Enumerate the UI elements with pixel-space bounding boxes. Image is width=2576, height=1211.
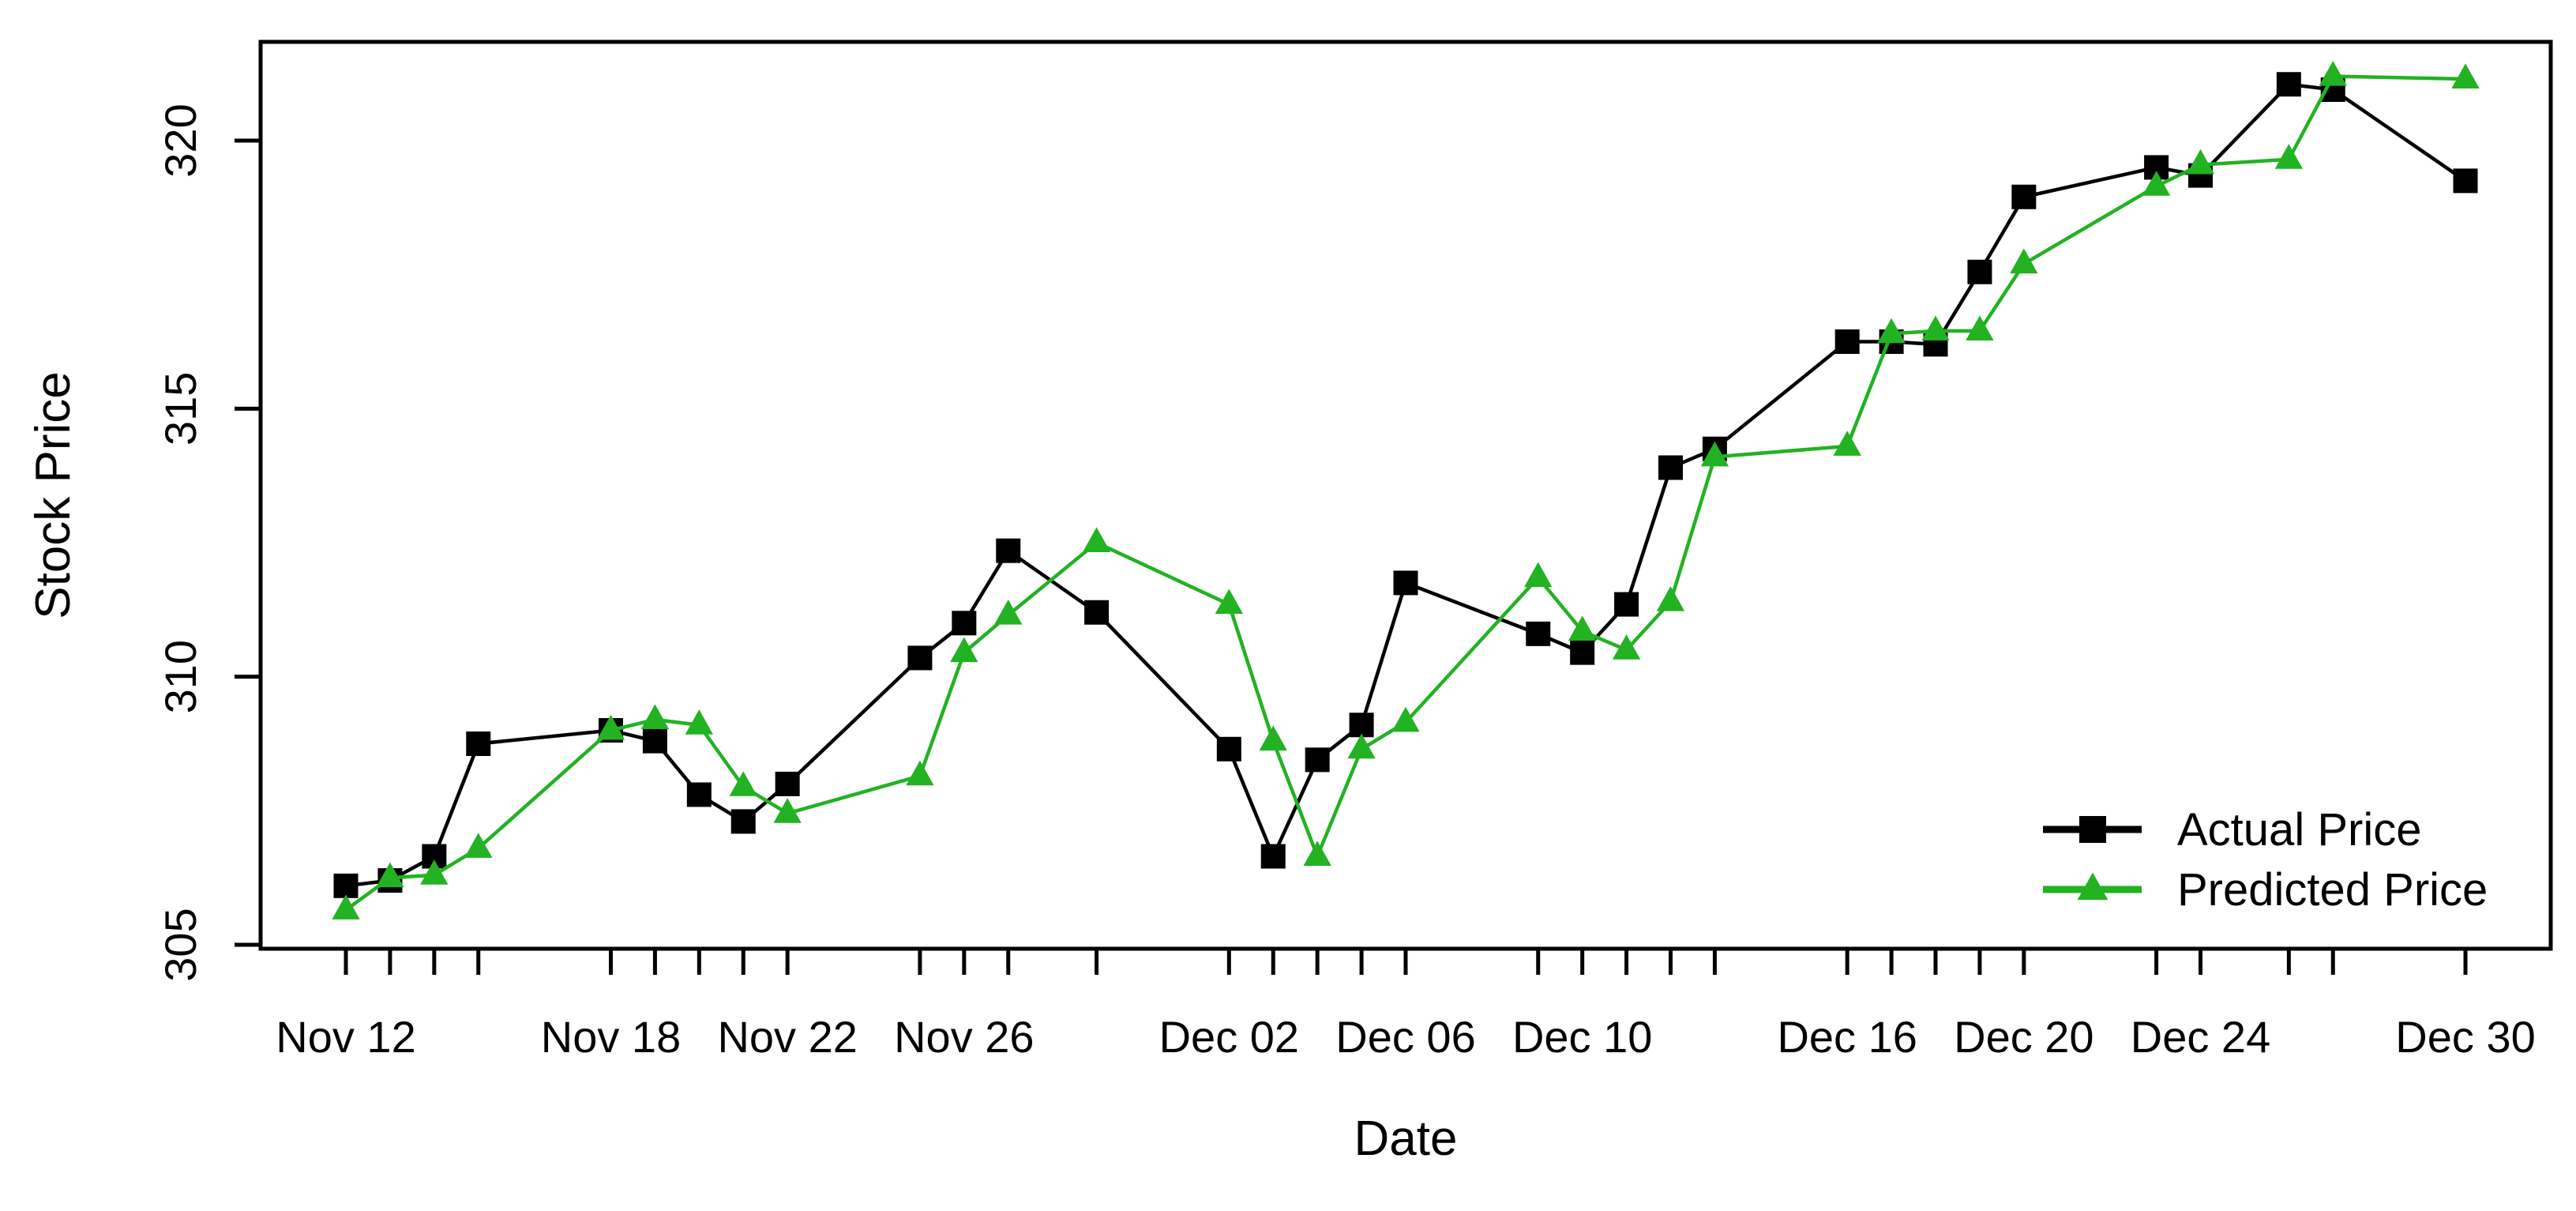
data-point-triangle <box>1877 318 1906 344</box>
legend-label: Predicted Price <box>2177 864 2488 916</box>
data-point-square <box>1349 713 1374 738</box>
data-point-square <box>1570 640 1595 665</box>
x-tick-label: Dec 20 <box>1954 1012 2093 1062</box>
legend-label: Actual Price <box>2177 804 2421 856</box>
x-tick-label: Nov 18 <box>541 1012 681 1062</box>
data-point-triangle <box>2319 60 2347 86</box>
data-point-triangle <box>1391 706 1420 732</box>
data-point-square <box>2011 184 2037 209</box>
y-axis-title: Stock Price <box>26 371 81 619</box>
data-point-triangle <box>596 714 625 740</box>
legend-item-predicted: Predicted Price <box>2043 864 2488 916</box>
data-point-triangle <box>1656 586 1685 611</box>
x-tick-label: Dec 16 <box>1777 1012 1917 1062</box>
legend: Actual Price Predicted Price <box>2043 804 2488 916</box>
y-tick-label: 315 <box>156 372 205 446</box>
data-point-square <box>1658 455 1684 480</box>
data-point-triangle <box>1082 527 1111 553</box>
data-point-square <box>775 771 800 796</box>
x-tick-label: Dec 10 <box>1512 1012 1652 1062</box>
data-point-triangle <box>2451 63 2480 88</box>
data-point-triangle <box>1347 733 1376 759</box>
series-line <box>345 82 2467 888</box>
data-point-square <box>2079 816 2106 843</box>
y-tick-label: 310 <box>156 640 205 713</box>
data-point-square <box>2276 72 2301 97</box>
legend-item-actual: Actual Price <box>2043 804 2421 856</box>
data-point-triangle <box>1921 315 1950 340</box>
data-point-square <box>333 873 359 898</box>
data-point-square <box>1834 329 1860 354</box>
data-point-triangle <box>729 771 757 796</box>
data-point-triangle <box>640 704 670 729</box>
data-point-triangle <box>1966 315 1994 340</box>
data-point-square <box>952 611 977 636</box>
data-point-triangle <box>1524 562 1553 588</box>
x-tick-label: Dec 30 <box>2395 1012 2535 1062</box>
data-point-square <box>1526 621 1551 646</box>
y-axis-ticks: 305 310 315 320 <box>156 103 261 982</box>
data-point-triangle <box>1612 634 1641 660</box>
x-tick-label: Nov 22 <box>717 1012 857 1062</box>
x-tick-label: Nov 12 <box>276 1012 415 1062</box>
data-point-triangle <box>2010 248 2038 274</box>
y-tick-label: 305 <box>156 908 205 981</box>
x-axis-labels: Nov 12 Nov 18 Nov 22 Nov 26 Dec 02 Dec 06 Dec … <box>276 1012 2535 1062</box>
x-axis-ticks <box>344 949 2468 975</box>
data-point-square <box>996 538 1021 563</box>
data-point-triangle <box>1303 841 1331 867</box>
data-point-triangle <box>950 637 978 663</box>
data-point-triangle <box>420 859 449 885</box>
data-point-square <box>1260 844 1286 869</box>
data-point-triangle <box>1568 615 1597 641</box>
data-point-square <box>642 728 667 754</box>
y-tick-label: 320 <box>156 103 205 177</box>
data-point-square <box>686 782 712 807</box>
x-tick-label: Dec 02 <box>1159 1012 1299 1062</box>
data-point-square <box>466 731 491 756</box>
data-point-triangle <box>1215 589 1244 615</box>
data-point-square <box>2453 168 2478 194</box>
series-line <box>344 74 2466 912</box>
data-point-square <box>1216 736 1241 762</box>
data-point-square <box>907 645 933 671</box>
data-point-triangle <box>2077 872 2108 901</box>
series-predicted <box>332 60 2480 920</box>
data-point-triangle <box>464 833 493 858</box>
data-point-triangle <box>1700 441 1729 467</box>
data-point-square <box>1614 592 1639 617</box>
data-point-triangle <box>685 709 714 735</box>
data-point-triangle <box>2142 171 2171 196</box>
data-point-triangle <box>1833 431 1861 456</box>
data-point-triangle <box>906 760 934 786</box>
data-point-square <box>1393 570 1418 596</box>
data-point-triangle <box>2186 149 2215 175</box>
data-point-square <box>730 809 756 834</box>
x-tick-label: Nov 26 <box>894 1012 1034 1062</box>
data-point-triangle <box>994 600 1023 625</box>
data-point-triangle <box>376 862 404 888</box>
data-point-triangle <box>332 894 360 920</box>
data-point-triangle <box>1259 725 1287 751</box>
data-point-square <box>1084 600 1110 625</box>
data-point-triangle <box>773 798 802 823</box>
x-tick-label: Dec 06 <box>1335 1012 1475 1062</box>
series-actual <box>333 72 2478 898</box>
data-point-square <box>1305 747 1330 773</box>
data-point-square <box>1967 259 1992 284</box>
x-axis-title: Date <box>1354 1111 1458 1166</box>
data-point-triangle <box>2274 144 2304 169</box>
x-tick-label: Dec 24 <box>2131 1012 2270 1062</box>
